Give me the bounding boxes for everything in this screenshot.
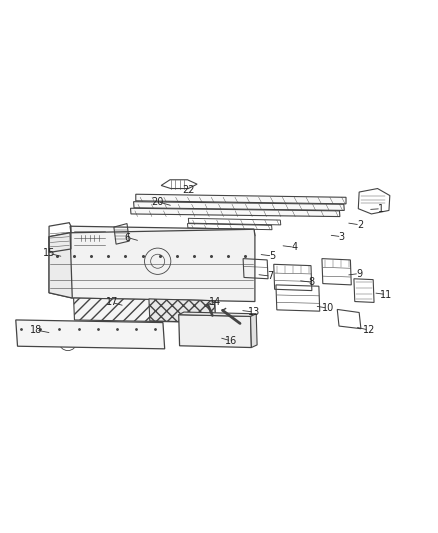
Text: 16: 16 [225, 336, 237, 346]
Polygon shape [49, 229, 255, 302]
Text: 6: 6 [125, 232, 131, 243]
Bar [85, 327, 95, 334]
Bar [23, 327, 34, 334]
Polygon shape [131, 208, 340, 216]
Polygon shape [149, 299, 215, 322]
Text: 20: 20 [152, 197, 164, 207]
Text: 14: 14 [208, 296, 221, 306]
Text: 4: 4 [291, 242, 297, 252]
Bar [36, 327, 47, 334]
Polygon shape [179, 314, 251, 348]
Text: 18: 18 [30, 325, 42, 335]
Polygon shape [70, 226, 255, 236]
Text: 15: 15 [43, 248, 55, 259]
Text: 11: 11 [380, 289, 392, 300]
Text: 22: 22 [182, 185, 194, 195]
Polygon shape [134, 201, 344, 211]
Text: 8: 8 [309, 277, 315, 287]
Text: 13: 13 [248, 307, 260, 317]
Bar [52, 327, 62, 334]
Polygon shape [16, 320, 165, 349]
Text: 10: 10 [321, 303, 334, 313]
Polygon shape [179, 312, 256, 317]
Text: 9: 9 [356, 269, 362, 279]
Text: 2: 2 [357, 220, 363, 230]
Polygon shape [251, 314, 257, 348]
Text: 17: 17 [106, 297, 118, 308]
Bar [102, 327, 113, 334]
Polygon shape [74, 298, 215, 322]
Bar [67, 327, 78, 334]
Text: 5: 5 [269, 251, 276, 261]
Text: 7: 7 [268, 271, 274, 281]
Text: 3: 3 [339, 232, 345, 242]
Text: 1: 1 [378, 204, 384, 214]
Text: 12: 12 [363, 325, 375, 335]
Polygon shape [136, 194, 346, 204]
Polygon shape [49, 233, 72, 298]
